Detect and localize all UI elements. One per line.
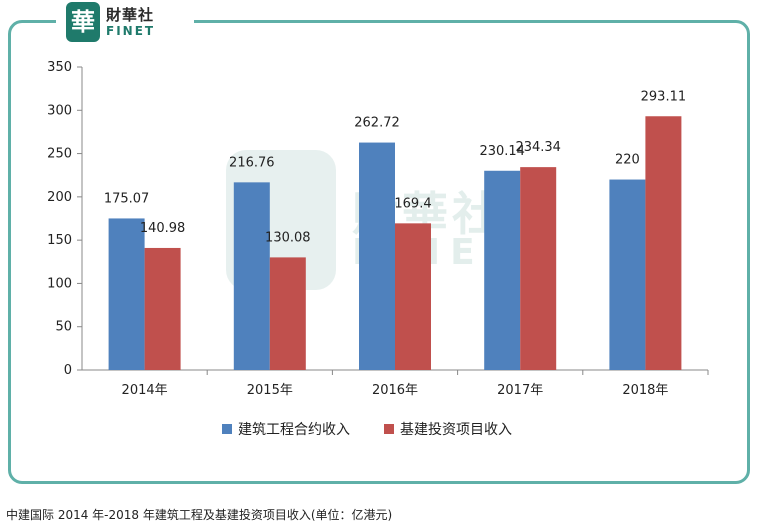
y-tick-label: 100 [47,276,72,291]
x-tick-label: 2015年 [247,383,293,398]
data-label: 262.72 [354,116,400,131]
chart-data-labels: 175.07 140.98 216.76 130.08 262.72 169.4 230.1… [104,89,686,245]
y-tick-label: 0 [64,363,72,378]
bar-infrastructure [520,167,557,370]
chart-legend: 建筑工程合约收入 基建投资项目收入 [222,418,546,440]
chart-caption: 中建国际 2014 年-2018 年建筑工程及基建投资项目收入(单位：亿港元) [6,508,393,522]
logo-mark-icon: 華 [66,2,100,42]
data-label: 220 [615,153,640,168]
legend-label-contract: 建筑工程合约收入 [238,422,350,438]
bar-contract [484,170,521,370]
legend-swatch-infrastructure [384,424,394,434]
bar-contract [108,218,145,370]
legend-label-infrastructure: 基建投资项目收入 [400,422,512,438]
legend-swatch-contract [222,424,232,434]
data-label: 216.76 [229,155,275,170]
logo-text-en: FINET [106,24,156,38]
data-label: 140.98 [140,221,186,236]
y-tick-label: 300 [47,103,72,118]
y-tick-label: 200 [47,190,72,205]
bar-infrastructure [645,116,682,370]
data-label: 293.11 [641,89,687,104]
data-label: 130.08 [265,230,311,245]
chart-bars [108,116,682,370]
x-tick-label: 2017年 [497,383,543,398]
y-tick-label: 350 [47,60,72,75]
bar-chart: 0 50 100 150 200 250 300 350 2014年 2015年 2016年 2017… [47,60,709,398]
legend-item-infrastructure: 基建投资项目收入 [384,419,512,439]
bar-infrastructure [269,257,306,370]
bar-infrastructure [144,247,181,370]
data-label: 230.14 [479,144,525,159]
bar-contract [359,142,395,370]
y-tick-label: 150 [47,233,72,248]
x-tick-label: 2018年 [622,383,668,398]
legend-item-contract: 建筑工程合约收入 [222,419,350,439]
y-tick-label: 250 [47,147,72,162]
bar-contract [609,179,646,370]
logo-text-cn: 財華社 [106,6,155,24]
finet-logo: 華 財華社 FINET [56,0,194,44]
x-tick-label: 2016年 [372,383,418,398]
data-label: 169.4 [394,196,431,211]
y-tick-label: 50 [55,320,72,335]
data-label: 234.34 [515,140,561,155]
data-label: 175.07 [104,191,150,206]
x-tick-label: 2014年 [122,383,168,398]
bar-infrastructure [395,223,431,370]
bar-contract [233,182,270,370]
